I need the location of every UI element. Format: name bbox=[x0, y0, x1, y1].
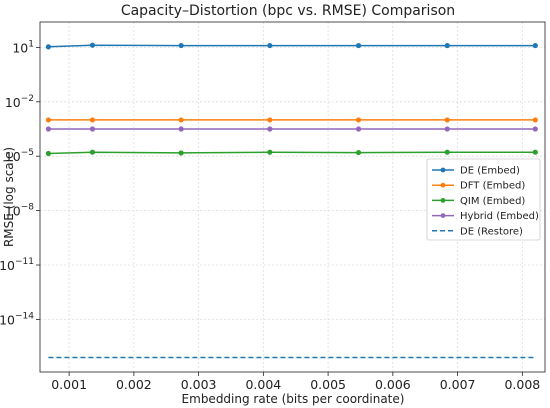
data-point-de-embed bbox=[532, 42, 538, 49]
y-tick-label: 10−14 bbox=[0, 311, 34, 327]
y-axis: 101 10−2 10−5 10−8 10−11 10−14 bbox=[0, 39, 40, 327]
data-point-hybrid-embed bbox=[532, 126, 538, 132]
plot-area-frame bbox=[39, 21, 546, 373]
y-tick-label: 10−11 bbox=[0, 257, 34, 273]
y-tick-label: 10−2 bbox=[5, 94, 34, 110]
data-point-de-embed bbox=[178, 42, 184, 49]
x-axis: 0.001 0.002 0.003 0.004 0.005 0.006 0.007 0.008 bbox=[51, 372, 540, 392]
data-point-de-embed bbox=[89, 42, 96, 48]
data-point-de-embed bbox=[267, 42, 273, 49]
data-point-hybrid-embed bbox=[45, 126, 52, 132]
legend: DE (Embed) DFT (Embed) QIM (Embed) Hybrid (… bbox=[426, 158, 541, 241]
legend-label: DE (Embed) bbox=[460, 166, 520, 177]
data-point-dft-embed bbox=[178, 117, 184, 123]
series-line-de-embed bbox=[48, 44, 536, 48]
x-tick-label: 0.005 bbox=[310, 377, 346, 392]
data-point-dft-embed bbox=[355, 117, 362, 123]
legend-label: Hybrid (Embed) bbox=[460, 211, 539, 222]
series-line-qim-embed bbox=[48, 151, 536, 155]
grid-lines bbox=[40, 22, 545, 372]
data-point-dft-embed bbox=[532, 117, 538, 123]
data-point-qim-embed bbox=[532, 149, 538, 155]
x-tick-label: 0.004 bbox=[245, 377, 281, 392]
data-point-hybrid-embed bbox=[178, 126, 184, 132]
legend-marker bbox=[440, 198, 446, 203]
data-point-de-embed bbox=[355, 42, 362, 49]
data-point-dft-embed bbox=[267, 117, 273, 123]
data-point-de-embed bbox=[45, 44, 52, 50]
legend-label: DE (Restore) bbox=[460, 226, 523, 237]
x-axis-label: Embedding rate (bits per coordinate) bbox=[182, 392, 405, 406]
data-point-dft-embed bbox=[444, 117, 450, 123]
x-tick-label: 0.006 bbox=[375, 377, 411, 392]
x-tick-label: 0.003 bbox=[181, 377, 217, 392]
y-axis-label: RMSE (log scale) bbox=[2, 147, 16, 247]
legend-marker bbox=[440, 213, 446, 219]
chart-title: Capacity–Distortion (bpc vs. RMSE) Compa… bbox=[121, 3, 455, 19]
data-point-dft-embed bbox=[45, 117, 52, 123]
data-point-qim-embed bbox=[89, 149, 96, 155]
legend-marker bbox=[440, 167, 446, 173]
legend-label: QIM (Embed) bbox=[460, 196, 525, 207]
data-point-hybrid-embed bbox=[267, 126, 273, 132]
data-point-hybrid-embed bbox=[444, 126, 450, 132]
legend-marker bbox=[440, 182, 446, 188]
x-tick-label: 0.002 bbox=[116, 377, 152, 392]
x-tick-label: 0.007 bbox=[440, 377, 476, 392]
x-tick-label: 0.008 bbox=[504, 377, 540, 392]
data-point-qim-embed bbox=[355, 149, 362, 156]
data-point-qim-embed bbox=[444, 149, 450, 155]
data-point-qim-embed bbox=[178, 150, 184, 156]
y-tick-label: 10−5 bbox=[5, 148, 34, 164]
data-point-qim-embed bbox=[45, 150, 52, 157]
legend-box bbox=[426, 158, 541, 241]
y-tick-label: 10−8 bbox=[5, 203, 34, 219]
data-point-hybrid-embed bbox=[355, 126, 362, 132]
x-tick-label: 0.001 bbox=[51, 377, 87, 392]
data-point-hybrid-embed bbox=[89, 126, 96, 132]
data-point-qim-embed bbox=[267, 149, 273, 155]
legend-label: DFT (Embed) bbox=[460, 181, 525, 192]
y-tick-label: 101 bbox=[12, 39, 34, 55]
data-point-de-embed bbox=[444, 42, 450, 49]
data-point-dft-embed bbox=[89, 117, 96, 123]
series-layer bbox=[45, 42, 538, 359]
